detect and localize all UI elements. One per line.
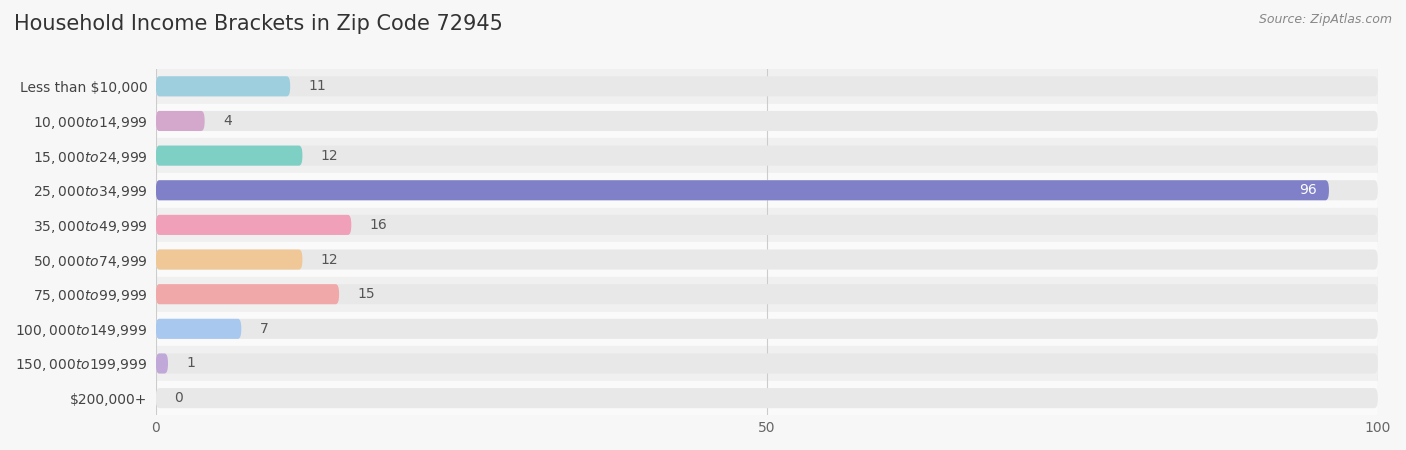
Text: Household Income Brackets in Zip Code 72945: Household Income Brackets in Zip Code 72…: [14, 14, 503, 33]
Text: 0: 0: [174, 391, 183, 405]
FancyBboxPatch shape: [156, 145, 302, 166]
Text: 16: 16: [370, 218, 388, 232]
Bar: [156, 381, 1378, 415]
Text: 4: 4: [224, 114, 232, 128]
Bar: [156, 346, 1378, 381]
FancyBboxPatch shape: [156, 249, 1378, 270]
FancyBboxPatch shape: [156, 215, 352, 235]
Bar: [156, 104, 1378, 138]
FancyBboxPatch shape: [156, 145, 1378, 166]
FancyBboxPatch shape: [156, 353, 1378, 373]
FancyBboxPatch shape: [156, 319, 242, 339]
Bar: [156, 277, 1378, 311]
Text: Source: ZipAtlas.com: Source: ZipAtlas.com: [1258, 14, 1392, 27]
FancyBboxPatch shape: [156, 76, 290, 96]
FancyBboxPatch shape: [156, 388, 1378, 408]
FancyBboxPatch shape: [156, 180, 1329, 200]
Text: 12: 12: [321, 148, 339, 162]
FancyBboxPatch shape: [156, 353, 167, 373]
FancyBboxPatch shape: [156, 284, 1378, 304]
FancyBboxPatch shape: [156, 284, 339, 304]
Text: 11: 11: [308, 79, 326, 93]
Bar: [156, 207, 1378, 242]
FancyBboxPatch shape: [156, 180, 1378, 200]
Bar: [156, 242, 1378, 277]
Bar: [156, 173, 1378, 207]
FancyBboxPatch shape: [156, 215, 1378, 235]
FancyBboxPatch shape: [156, 319, 1378, 339]
Text: 15: 15: [357, 287, 375, 301]
FancyBboxPatch shape: [156, 111, 205, 131]
Text: 96: 96: [1299, 183, 1316, 197]
FancyBboxPatch shape: [156, 249, 302, 270]
Bar: [156, 138, 1378, 173]
Bar: [156, 311, 1378, 346]
FancyBboxPatch shape: [156, 111, 1378, 131]
Text: 1: 1: [187, 356, 195, 370]
Bar: [156, 69, 1378, 104]
FancyBboxPatch shape: [156, 76, 1378, 96]
Text: 12: 12: [321, 252, 339, 266]
Text: 7: 7: [260, 322, 269, 336]
